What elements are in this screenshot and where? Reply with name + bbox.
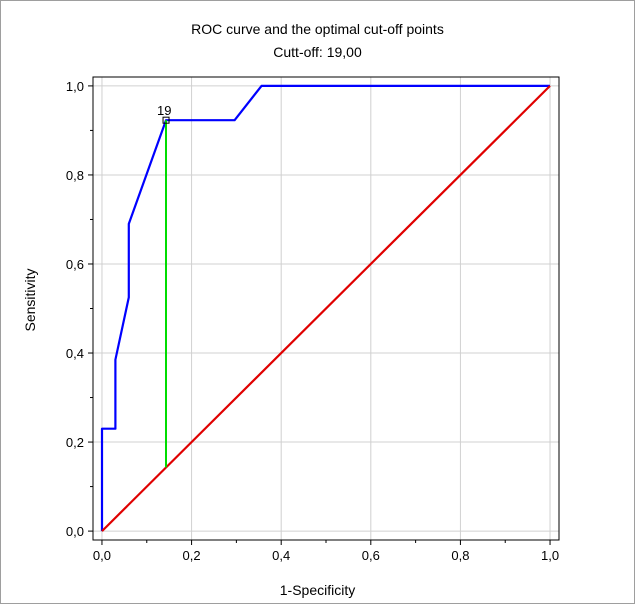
y-tick-label: 0,8 bbox=[66, 168, 84, 183]
chart-subtitle: Cutt-off: 19,00 bbox=[273, 44, 362, 60]
x-tick-label: 0,0 bbox=[93, 548, 111, 563]
x-tick-label: 0,4 bbox=[272, 548, 290, 563]
cutoff-point-marker bbox=[162, 116, 170, 124]
x-tick-label: 1,0 bbox=[541, 548, 559, 563]
x-axis-label: 1-Specificity bbox=[279, 582, 356, 598]
y-tick-label: 0,6 bbox=[66, 257, 84, 272]
reference-diagonal-line bbox=[101, 85, 551, 532]
chart-title: ROC curve and the optimal cut-off points bbox=[191, 21, 444, 37]
plot-border bbox=[92, 76, 560, 541]
y-tick-label: 0,0 bbox=[66, 524, 84, 539]
y-tick-label: 0,4 bbox=[66, 346, 84, 361]
x-tick-label: 0,8 bbox=[451, 548, 469, 563]
roc-curve-line bbox=[100, 84, 550, 532]
x-tick-label: 0,6 bbox=[362, 548, 380, 563]
cutoff-point-label: 19 bbox=[157, 103, 171, 118]
y-tick-label: 0,2 bbox=[66, 435, 84, 450]
y-tick-label: 1,0 bbox=[66, 79, 84, 94]
x-tick-label: 0,2 bbox=[183, 548, 201, 563]
